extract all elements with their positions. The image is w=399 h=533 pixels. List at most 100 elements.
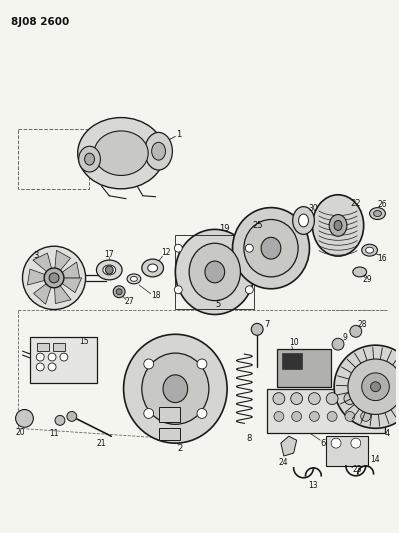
Ellipse shape <box>365 247 373 253</box>
Text: 18: 18 <box>151 291 160 300</box>
Circle shape <box>291 393 302 405</box>
Ellipse shape <box>145 132 172 170</box>
Circle shape <box>55 415 65 425</box>
Text: 30: 30 <box>308 204 318 213</box>
Text: 21: 21 <box>97 439 106 448</box>
Circle shape <box>60 353 68 361</box>
Circle shape <box>105 266 113 274</box>
Text: 8J08 2600: 8J08 2600 <box>11 17 69 27</box>
Circle shape <box>245 286 253 294</box>
Circle shape <box>310 411 319 422</box>
Text: 13: 13 <box>308 481 318 490</box>
Circle shape <box>44 268 64 288</box>
Text: 23: 23 <box>353 465 363 474</box>
Bar <box>277 349 331 387</box>
Bar <box>158 407 180 422</box>
Text: 15: 15 <box>79 337 89 346</box>
Circle shape <box>344 393 356 405</box>
Circle shape <box>350 325 362 337</box>
Ellipse shape <box>312 195 363 256</box>
Ellipse shape <box>244 220 298 277</box>
Text: 6: 6 <box>320 439 326 448</box>
Ellipse shape <box>124 334 227 443</box>
Circle shape <box>113 286 125 297</box>
Circle shape <box>361 411 371 422</box>
Circle shape <box>348 359 399 415</box>
Ellipse shape <box>94 131 148 175</box>
Ellipse shape <box>362 244 377 256</box>
Text: 9: 9 <box>342 333 348 342</box>
Text: 3: 3 <box>34 251 39 260</box>
Circle shape <box>144 359 154 369</box>
Circle shape <box>67 411 77 422</box>
Circle shape <box>16 409 34 427</box>
Circle shape <box>36 353 44 361</box>
Bar <box>175 236 254 309</box>
Text: 5: 5 <box>215 300 220 309</box>
Text: 11: 11 <box>49 429 59 438</box>
Circle shape <box>251 324 263 335</box>
Polygon shape <box>55 251 71 272</box>
Text: 20: 20 <box>16 428 26 437</box>
Ellipse shape <box>148 264 158 272</box>
Ellipse shape <box>85 153 95 165</box>
Text: 19: 19 <box>219 224 230 233</box>
Polygon shape <box>34 282 51 304</box>
Circle shape <box>36 363 44 371</box>
Circle shape <box>326 393 338 405</box>
Text: 2: 2 <box>178 443 183 453</box>
Circle shape <box>362 373 389 401</box>
Ellipse shape <box>130 277 137 281</box>
Circle shape <box>174 244 182 252</box>
Circle shape <box>174 286 182 294</box>
Text: 16: 16 <box>377 254 387 263</box>
Polygon shape <box>281 436 296 456</box>
Polygon shape <box>61 262 80 278</box>
Ellipse shape <box>334 221 342 230</box>
Text: 22: 22 <box>351 199 361 208</box>
Bar <box>30 337 97 383</box>
Ellipse shape <box>79 146 101 172</box>
Ellipse shape <box>261 237 281 259</box>
Ellipse shape <box>298 214 308 227</box>
Text: 4: 4 <box>385 429 390 438</box>
Ellipse shape <box>78 118 164 189</box>
Bar <box>326 436 367 466</box>
Text: 28: 28 <box>358 320 367 329</box>
Ellipse shape <box>163 375 188 402</box>
Circle shape <box>197 359 207 369</box>
Circle shape <box>48 353 56 361</box>
Ellipse shape <box>175 229 254 314</box>
Ellipse shape <box>127 274 141 284</box>
Ellipse shape <box>369 208 385 220</box>
Text: 29: 29 <box>363 276 372 285</box>
Circle shape <box>327 411 337 422</box>
Text: 24: 24 <box>279 458 288 467</box>
Circle shape <box>49 273 59 283</box>
Circle shape <box>48 363 56 371</box>
Polygon shape <box>54 284 71 304</box>
Ellipse shape <box>142 353 209 424</box>
Bar <box>18 130 89 189</box>
Polygon shape <box>28 269 47 285</box>
Ellipse shape <box>97 260 122 280</box>
Text: 27: 27 <box>124 297 134 306</box>
Circle shape <box>22 246 86 310</box>
Text: 25: 25 <box>252 221 263 230</box>
Bar <box>158 429 180 440</box>
Ellipse shape <box>353 267 367 277</box>
Ellipse shape <box>152 142 166 160</box>
Text: 14: 14 <box>371 456 380 464</box>
Bar <box>37 343 49 351</box>
Ellipse shape <box>189 243 241 301</box>
Ellipse shape <box>373 211 381 216</box>
Circle shape <box>273 393 285 405</box>
Text: 17: 17 <box>105 249 114 259</box>
Circle shape <box>331 438 341 448</box>
Circle shape <box>345 411 355 422</box>
Text: 8: 8 <box>247 434 252 443</box>
Ellipse shape <box>233 208 310 289</box>
Ellipse shape <box>142 259 164 277</box>
Ellipse shape <box>293 207 314 235</box>
Ellipse shape <box>329 215 347 236</box>
